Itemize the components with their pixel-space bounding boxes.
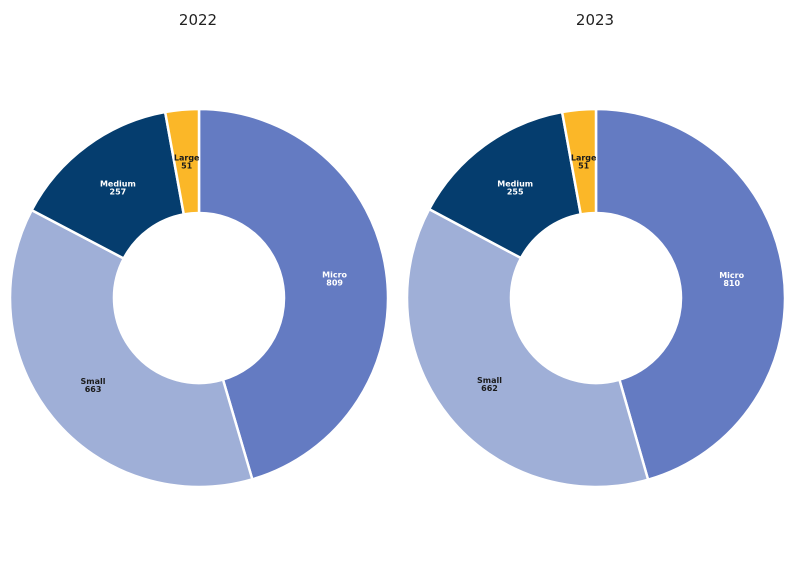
- slice-label-large-2023: Large 51: [571, 154, 597, 171]
- slice-label-medium-2023: Medium 255: [497, 179, 533, 196]
- donut-slice-large-2023: [560, 107, 598, 216]
- donut-slice-small-2022: [8, 208, 254, 489]
- slice-label-small-2023: Small 662: [477, 376, 502, 393]
- donut-slice-micro-2023: [594, 107, 787, 481]
- slice-label-micro-2022: Micro 809: [322, 270, 347, 287]
- slice-label-small-2022: Small 663: [81, 377, 106, 394]
- donut-slice-large-2022: [163, 107, 201, 216]
- slice-label-large-2022: Large 51: [174, 154, 200, 171]
- slice-label-medium-2022: Medium 257: [100, 180, 136, 197]
- chart-title-2023: 2023: [575, 11, 615, 29]
- chart-title-2022: 2022: [178, 11, 218, 29]
- donut-slice-small-2023: [405, 207, 650, 489]
- donut-slice-micro-2022: [197, 107, 390, 481]
- slice-label-micro-2023: Micro 810: [719, 271, 744, 288]
- donut-slice-medium-2023: [427, 110, 583, 260]
